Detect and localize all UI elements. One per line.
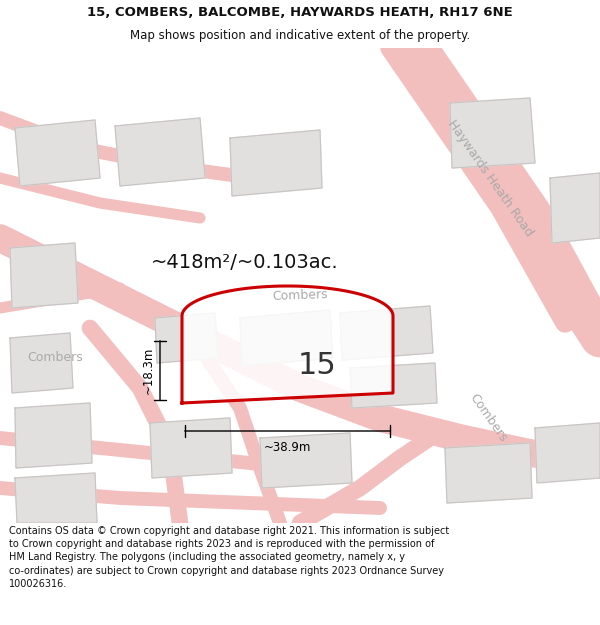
Polygon shape	[150, 418, 232, 478]
Polygon shape	[10, 243, 78, 308]
Text: ~38.9m: ~38.9m	[264, 441, 311, 454]
Polygon shape	[15, 120, 100, 186]
Text: Haywards Heath Road: Haywards Heath Road	[445, 118, 535, 239]
Text: Map shows position and indicative extent of the property.: Map shows position and indicative extent…	[130, 29, 470, 42]
Text: Contains OS data © Crown copyright and database right 2021. This information is : Contains OS data © Crown copyright and d…	[9, 526, 449, 589]
Polygon shape	[182, 286, 393, 403]
Text: Combers: Combers	[27, 351, 83, 364]
Text: Combers: Combers	[272, 289, 328, 304]
Text: ~18.3m: ~18.3m	[142, 347, 155, 394]
Text: 15: 15	[298, 351, 337, 380]
Polygon shape	[535, 423, 600, 483]
Polygon shape	[550, 173, 600, 243]
Polygon shape	[240, 310, 333, 366]
Polygon shape	[10, 333, 73, 393]
Polygon shape	[350, 363, 437, 408]
Text: Combers: Combers	[467, 391, 509, 444]
Polygon shape	[445, 443, 532, 503]
Polygon shape	[115, 118, 205, 186]
Text: ~418m²/~0.103ac.: ~418m²/~0.103ac.	[151, 254, 339, 272]
Polygon shape	[230, 130, 322, 196]
Polygon shape	[15, 473, 97, 523]
Polygon shape	[450, 98, 535, 168]
Polygon shape	[260, 433, 352, 488]
Polygon shape	[15, 403, 92, 468]
Text: 15, COMBERS, BALCOMBE, HAYWARDS HEATH, RH17 6NE: 15, COMBERS, BALCOMBE, HAYWARDS HEATH, R…	[87, 6, 513, 19]
Polygon shape	[340, 306, 433, 360]
Polygon shape	[155, 313, 218, 363]
